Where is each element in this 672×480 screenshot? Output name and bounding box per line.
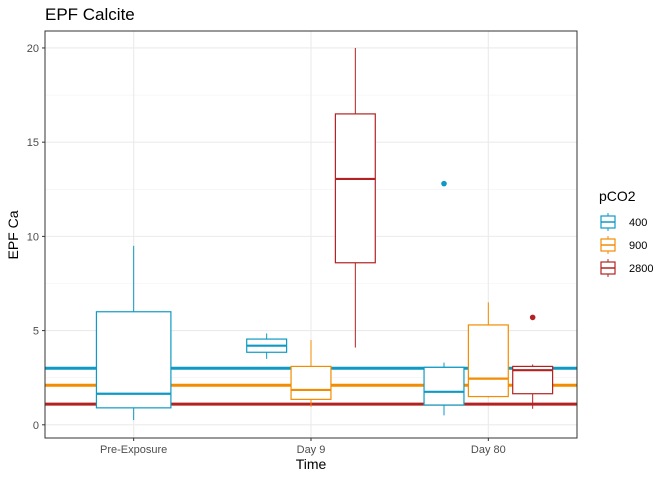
legend-title: pCO2 <box>599 188 636 204</box>
legend-label: 400 <box>629 217 647 229</box>
legend: pCO2 400 900 2800 <box>599 188 653 277</box>
legend-item-400: 400 <box>599 213 647 231</box>
x-tick-label: Pre-Exposure <box>100 444 167 456</box>
y-axis: 0 5 10 15 20 <box>27 43 45 432</box>
legend-label: 2800 <box>629 263 653 275</box>
iqr-box <box>423 366 465 406</box>
y-axis-title: EPF Ca <box>5 210 21 259</box>
boxplot-400-day-9 <box>246 333 288 359</box>
boxplot-400-pre-exposure <box>95 245 172 421</box>
boxplot-900-day-9 <box>290 340 332 407</box>
y-tick-label: 10 <box>27 231 39 243</box>
chart-title: EPF Calcite <box>45 5 135 24</box>
boxplots <box>95 47 554 421</box>
y-tick-label: 0 <box>33 420 39 432</box>
iqr-box <box>95 311 172 409</box>
iqr-box <box>467 324 509 398</box>
y-tick-label: 15 <box>27 137 39 149</box>
boxplot-2800-day-80 <box>512 314 554 409</box>
y-tick-label: 20 <box>27 43 39 55</box>
x-axis-title: Time <box>296 456 327 472</box>
boxplot-2800-day-9 <box>334 47 376 348</box>
legend-item-900: 900 <box>599 236 647 254</box>
outlier-point <box>529 314 536 321</box>
legend-item-2800: 2800 <box>599 259 653 277</box>
boxplot-900-day-80 <box>467 302 509 398</box>
x-axis: Pre-Exposure Day 9 Day 80 <box>100 438 506 456</box>
iqr-box <box>334 113 376 264</box>
legend-label: 900 <box>629 240 647 252</box>
iqr-box <box>290 365 332 400</box>
outlier-point <box>441 180 447 187</box>
x-tick-label: Day 9 <box>297 444 326 456</box>
y-tick-label: 5 <box>33 326 39 338</box>
boxplot-400-day-80 <box>423 180 465 416</box>
x-tick-label: Day 80 <box>471 444 506 456</box>
